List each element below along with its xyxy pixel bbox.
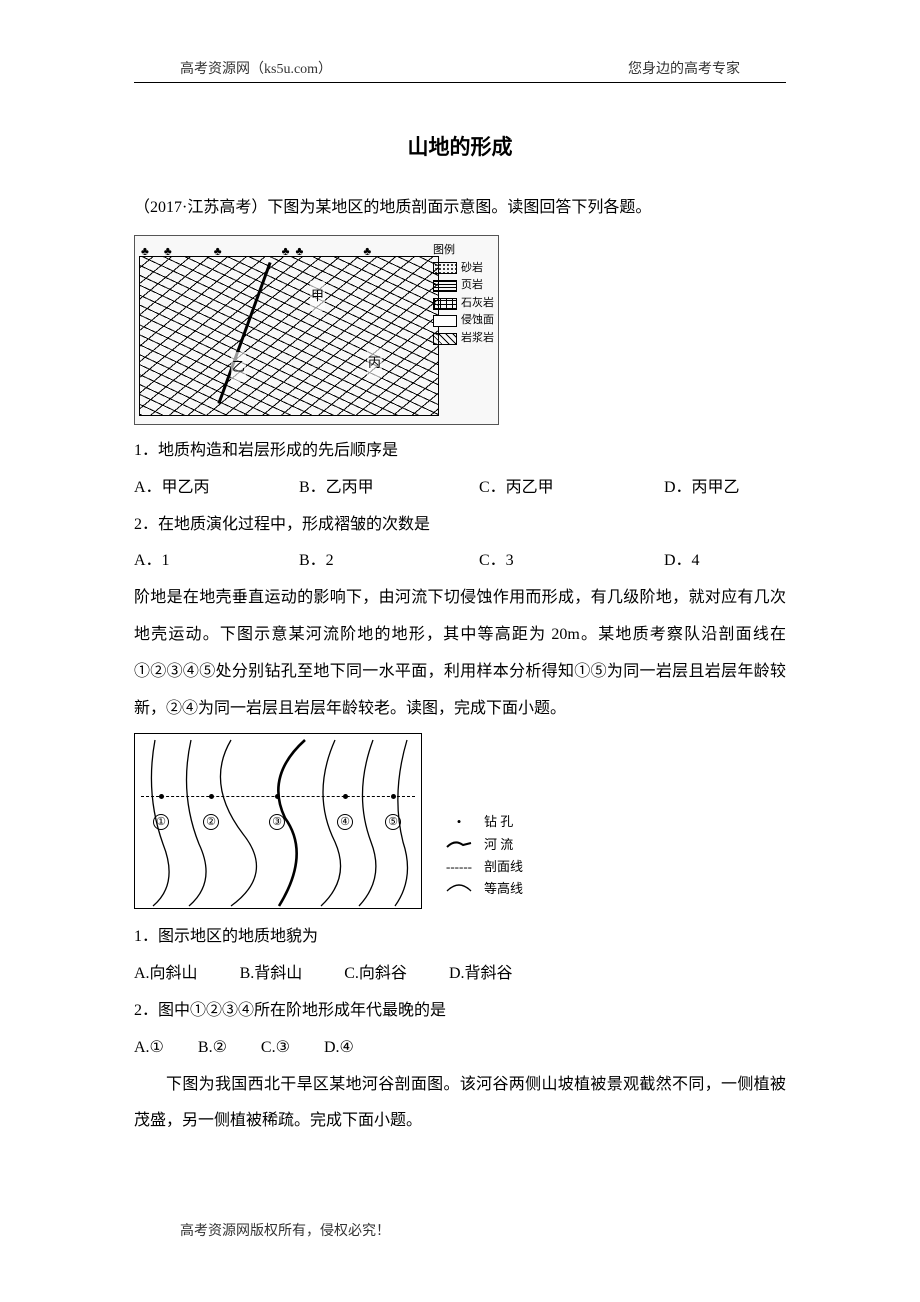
b2-q2-opt-d: D.④: [324, 1039, 354, 1056]
page-footer: 高考资源网版权所有，侵权必究！: [180, 1220, 390, 1240]
b1-q1-opt-b: B．乙丙甲: [299, 470, 479, 507]
b2-q1-stem: 1．图示地区的地质地貌为: [134, 919, 786, 956]
label-yi: 乙: [231, 352, 246, 382]
b2-q2-options: A.① B.② C.③ D.④: [134, 1030, 786, 1067]
swatch-sand-icon: [433, 262, 457, 274]
figure-2: ① ② ③ ④ ⑤ •钻 孔 河 流 ------剖面线 等高线: [134, 733, 786, 911]
swatch-erosion-icon: [433, 315, 457, 327]
b1-q1-opt-a: A．甲乙丙: [134, 470, 299, 507]
dot-mark-icon: •: [444, 811, 474, 833]
b1-q1-opt-d: D．丙甲乙: [664, 470, 740, 507]
dash-mark-icon: ------: [444, 856, 474, 878]
b2-q1-opt-c: C.向斜谷: [344, 965, 407, 982]
block3-para: 下图为我国西北干旱区某地河谷剖面图。该河谷两侧山坡植被景观截然不同，一侧植被茂盛…: [134, 1067, 786, 1141]
figure-1: ♣ ♣ ♣ ♣♣ ♣ 甲 乙 丙 图例 砂岩 页岩 石灰岩 侵蚀面 岩浆岩: [134, 235, 786, 425]
b2-q2-opt-c: C.③: [261, 1039, 290, 1056]
legend-item-erosion: 侵蚀面: [433, 312, 494, 330]
legend2-drill: •钻 孔: [444, 811, 523, 833]
header-left: 高考资源网（ks5u.com）: [180, 58, 332, 78]
swatch-shale-icon: [433, 280, 457, 292]
river-mark-icon: [444, 834, 474, 856]
b2-q1-opt-b: B.背斜山: [240, 965, 303, 982]
b2-q1-options: A.向斜山 B.背斜山 C.向斜谷 D.背斜谷: [134, 956, 786, 993]
drill-label-1: ①: [153, 806, 169, 836]
drill-label-3: ③: [269, 806, 285, 836]
map-frame: ① ② ③ ④ ⑤: [134, 733, 422, 909]
terrace-map-diagram: ① ② ③ ④ ⑤ •钻 孔 河 流 ------剖面线 等高线: [134, 733, 584, 911]
b1-q2-stem: 2．在地质演化过程中，形成褶皱的次数是: [134, 507, 786, 544]
swatch-limestone-icon: [433, 298, 457, 310]
block1-intro: （2017·江苏高考）下图为某地区的地质剖面示意图。读图回答下列各题。: [134, 190, 786, 227]
legend-item-limestone: 石灰岩: [433, 295, 494, 313]
b2-q2-stem: 2．图中①②③④所在阶地形成年代最晚的是: [134, 993, 786, 1030]
header-right: 您身边的高考专家: [628, 58, 740, 78]
figure2-legend: •钻 孔 河 流 ------剖面线 等高线: [444, 811, 523, 899]
block2-para: 阶地是在地壳垂直运动的影响下，由河流下切侵蚀作用而形成，有几级阶地，就对应有几次…: [134, 580, 786, 727]
b1-q1-opt-c: C．丙乙甲: [479, 470, 664, 507]
b1-q2-opt-b: B．2: [299, 543, 479, 580]
b1-q2-opt-c: C．3: [479, 543, 664, 580]
b1-q1-options: A．甲乙丙 B．乙丙甲 C．丙乙甲 D．丙甲乙: [134, 470, 786, 507]
legend-title: 图例: [433, 242, 494, 260]
legend-item-shale: 页岩: [433, 277, 494, 295]
label-jia: 甲: [310, 281, 325, 311]
legend-item-magma: 岩浆岩: [433, 330, 494, 348]
contour-mark-icon: [444, 878, 474, 900]
legend-item-sand: 砂岩: [433, 260, 494, 278]
b2-q2-opt-a: A.①: [134, 1039, 164, 1056]
header-rule: [134, 82, 786, 83]
b1-q1-stem: 1．地质构造和岩层形成的先后顺序是: [134, 433, 786, 470]
b1-q2-opt-a: A．1: [134, 543, 299, 580]
label-bing: 丙: [367, 348, 382, 378]
b2-q2-opt-b: B.②: [198, 1039, 227, 1056]
b1-q2-opt-d: D．4: [664, 543, 700, 580]
legend2-profile: ------剖面线: [444, 856, 523, 878]
swatch-magma-icon: [433, 333, 457, 345]
b2-q1-opt-a: A.向斜山: [134, 965, 198, 982]
drill-label-4: ④: [337, 806, 353, 836]
b1-q2-options: A．1 B．2 C．3 D．4: [134, 543, 786, 580]
b2-q1-opt-d: D.背斜谷: [449, 965, 513, 982]
legend2-river: 河 流: [444, 834, 523, 856]
page-title: 山地的形成: [134, 124, 786, 172]
figure1-legend: 图例 砂岩 页岩 石灰岩 侵蚀面 岩浆岩: [433, 242, 494, 348]
geologic-section-diagram: ♣ ♣ ♣ ♣♣ ♣ 甲 乙 丙 图例 砂岩 页岩 石灰岩 侵蚀面 岩浆岩: [134, 235, 499, 425]
legend2-contour: 等高线: [444, 878, 523, 900]
strata-body: [139, 256, 439, 416]
drill-label-2: ②: [203, 806, 219, 836]
drill-label-5: ⑤: [385, 806, 401, 836]
content-area: 山地的形成 （2017·江苏高考）下图为某地区的地质剖面示意图。读图回答下列各题…: [134, 118, 786, 1140]
